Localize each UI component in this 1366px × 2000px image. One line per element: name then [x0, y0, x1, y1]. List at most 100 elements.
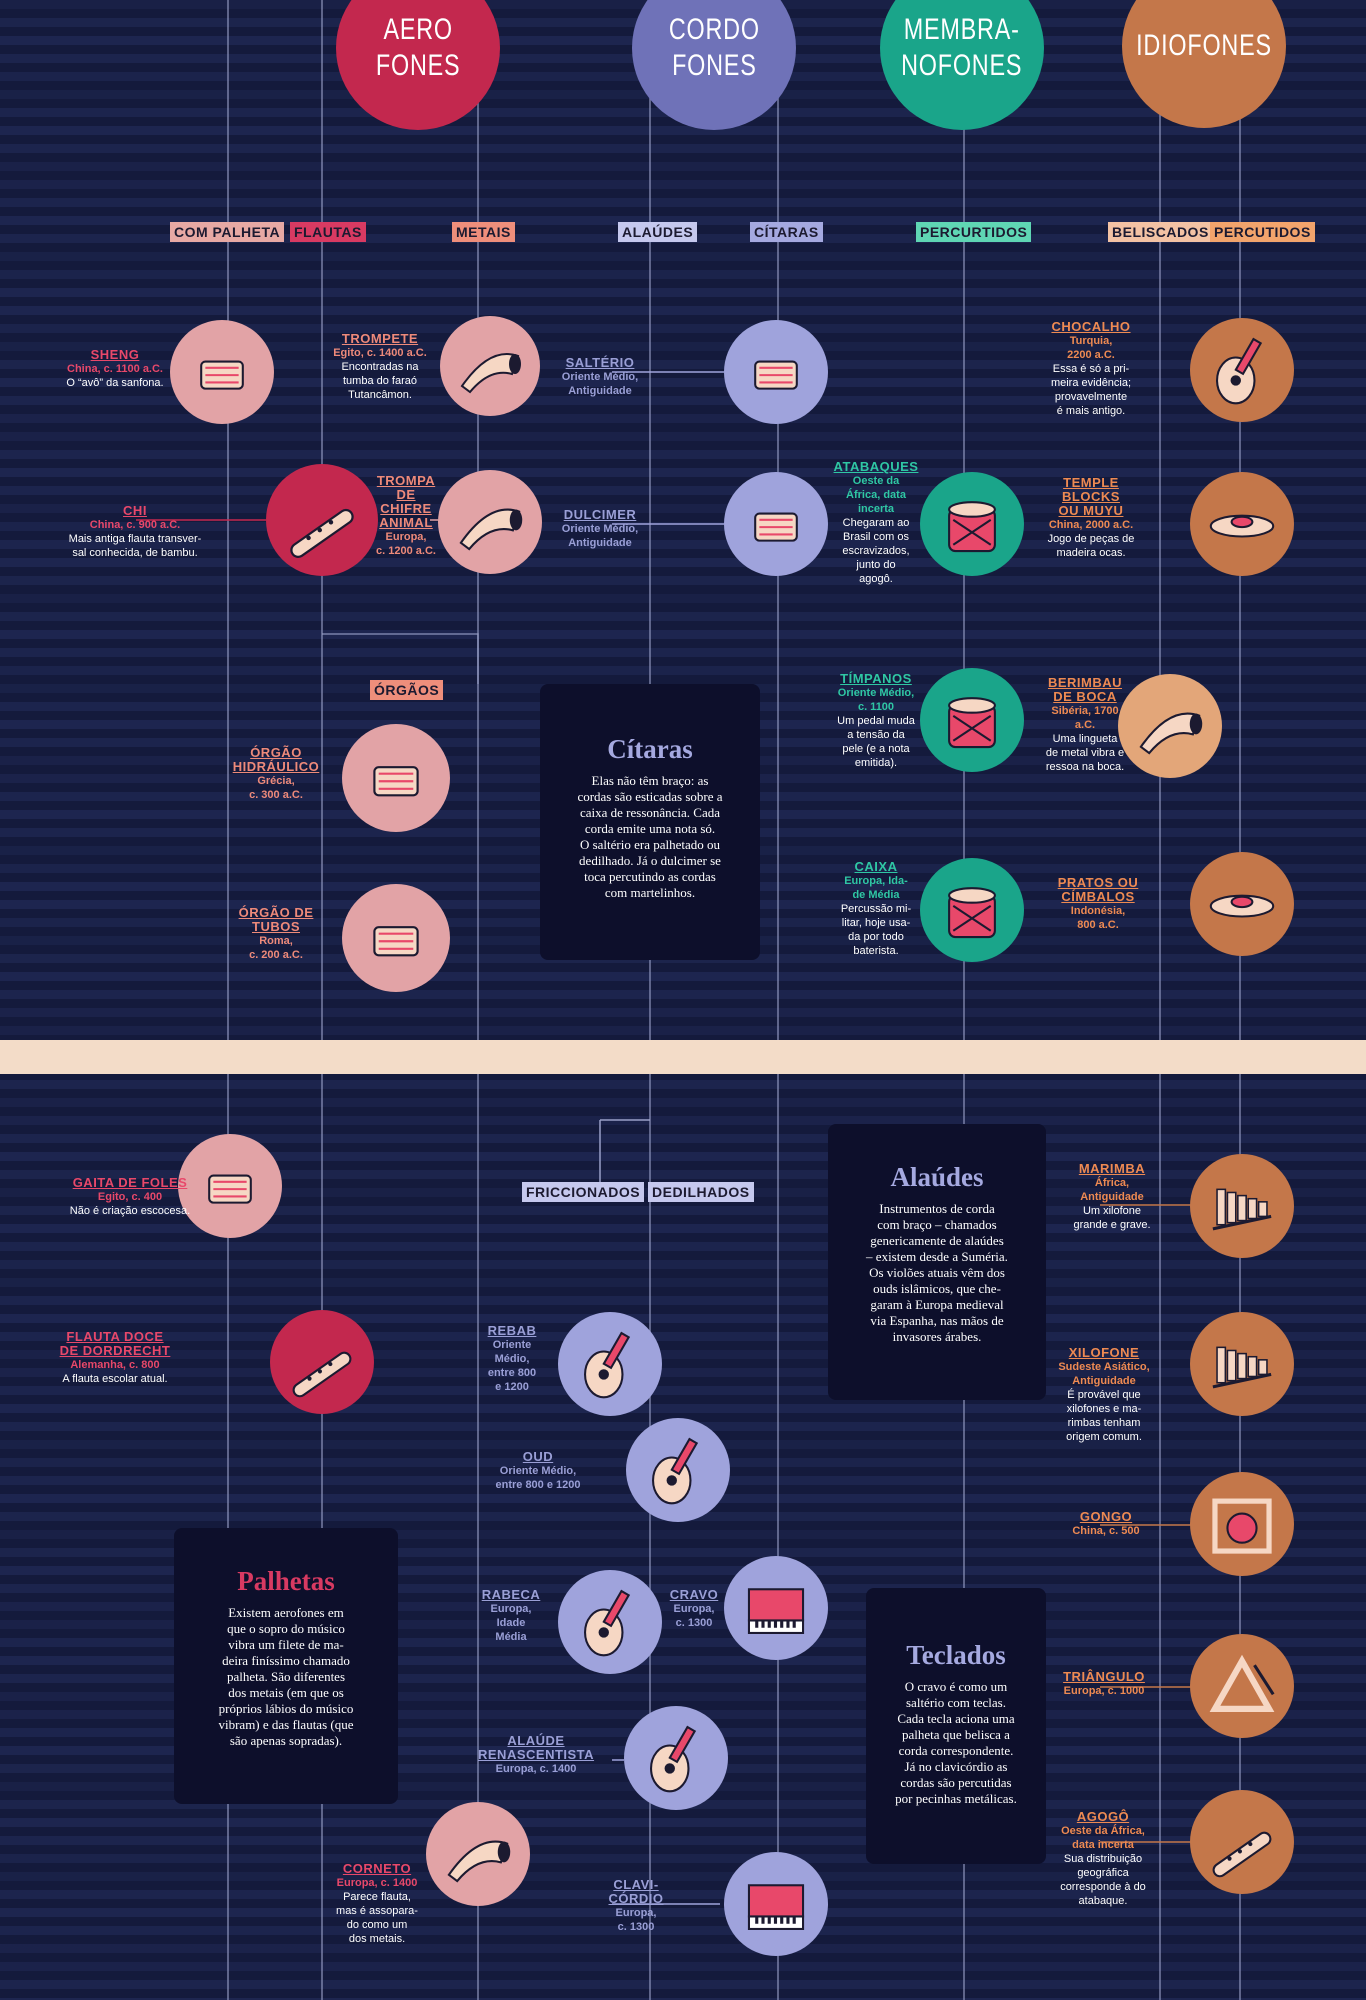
instrument-origin: Sudeste Asiático, Antiguidade	[1058, 1361, 1150, 1387]
xylophone-icon	[1190, 1312, 1294, 1416]
instrument-origin: Oriente Médio, Antiguidade	[561, 523, 639, 549]
instrument-description: Chegaram ao Brasil com os escravizados, …	[842, 517, 910, 585]
instrument-label-orgao_t: ÓRGÃO DE TUBOS Roma, c. 200 a.C.	[220, 906, 332, 962]
instrument-origin: China, c. 1100 a.C.	[67, 363, 163, 375]
tag-percurtidos: PERCURTIDOS	[916, 222, 1032, 242]
instrument-label-gongo: GONGO China, c. 500	[1056, 1510, 1156, 1538]
info-box-alaudes: Alaúdes Instrumentos de corda com braço …	[828, 1124, 1046, 1400]
instrument-name: MARIMBA	[1078, 1161, 1146, 1176]
instrument-description: Um pedal muda a tensão da pele (e a nota…	[837, 715, 915, 769]
instrument-origin: Oriente Médio, c. 1100	[837, 687, 915, 713]
instrument-name: AGOGÔ	[1076, 1809, 1130, 1824]
instrument-origin: Egito, c. 1400 a.C.	[333, 347, 427, 359]
instrument-name: TROMPA DE CHIFRE ANIMAL	[376, 473, 436, 530]
instrument-origin: Alemanha, c. 800	[70, 1359, 160, 1371]
triangle-icon	[1190, 1634, 1294, 1738]
instrument-name: CLAVI- CÓRDIO	[608, 1877, 664, 1906]
instrument-label-rabeca: RABECA Europa, Idade Média	[478, 1588, 544, 1644]
instrument-name: SHENG	[90, 347, 140, 362]
info-box-teclados: Teclados O cravo é como um saltério com …	[866, 1588, 1046, 1864]
sheng-icon	[170, 320, 274, 424]
tag-com-palheta: COM PALHETA	[170, 222, 285, 242]
instrument-name: TEMPLE BLOCKS OU MUYU	[1058, 475, 1124, 518]
horn-icon	[438, 470, 542, 574]
dulcimer-icon	[724, 472, 828, 576]
instrument-label-corneto: CORNETO Europa, c. 1400 Parece flauta, mas…	[326, 1862, 428, 1946]
instrument-origin: Indonésia, 800 a.C.	[1070, 905, 1126, 931]
instrument-origin: China, 2000 a.C.	[1048, 519, 1134, 531]
info-box-body: O cravo é como um saltério com teclas. C…	[895, 1679, 1017, 1806]
instrument-label-salterio: SALTÉRIO Oriente Médio, Antiguidade	[560, 356, 640, 398]
instrument-origin: Oriente Médio, Antiguidade	[561, 371, 639, 397]
instrument-description: Um xilofone grande e grave.	[1073, 1205, 1151, 1231]
temple-block-icon	[1190, 472, 1294, 576]
instrument-origin: Oriente Médio, entre 800 e 1200	[495, 1465, 581, 1491]
instrument-label-trompa: TROMPA DE CHIFRE ANIMAL Europa, c. 1200 a…	[362, 474, 450, 558]
instrument-description: Jogo de peças de madeira ocas.	[1047, 533, 1135, 559]
gong-icon	[1190, 1472, 1294, 1576]
instrument-label-caixa: CAIXA Europa, Ida- de Média Percussão mi- …	[826, 860, 926, 958]
tag-alaudes: ALAÚDES	[618, 222, 698, 242]
instrument-origin: Oeste da África, data incerta	[846, 475, 906, 515]
section-divider	[0, 1040, 1366, 1074]
tag-metais: METAIS	[452, 222, 515, 242]
recorder-icon	[270, 1310, 374, 1414]
info-box-title: Cítaras	[607, 734, 693, 764]
trumpet-icon	[440, 316, 540, 416]
info-box-body: Instrumentos de corda com braço – chamad…	[866, 1201, 1008, 1344]
tag-flautas: FLAUTAS	[290, 222, 366, 242]
cornett-icon	[426, 1802, 530, 1906]
tag-percutidos: PERCUTIDOS	[1210, 222, 1315, 242]
instrument-label-clavicordio: CLAVI- CÓRDIO Europa, c. 1300	[604, 1878, 668, 1934]
oud-icon	[626, 1418, 730, 1522]
instrument-label-cravo: CRAVO Europa, c. 1300	[664, 1588, 724, 1630]
jaw-harp-icon	[1118, 674, 1222, 778]
info-box-palhetas: Palhetas Existem aerofones em que o sopr…	[174, 1528, 398, 1804]
instrument-label-chi: CHI China, c. 900 a.C. Mais antiga flauta …	[40, 504, 230, 560]
harpsichord-icon	[724, 1556, 828, 1660]
instrument-name: DULCIMER	[563, 507, 637, 522]
instrument-name: ATABAQUES	[833, 459, 919, 474]
instrument-label-dulcimer: DULCIMER Oriente Médio, Antiguidade	[552, 508, 648, 550]
header-membranofones: MEMBRA- NOFONES	[880, 0, 1044, 130]
instrument-origin: Oeste da África, data incerta	[1061, 1825, 1145, 1851]
instrument-description: Parece flauta, mas é assopara- do como u…	[336, 1891, 418, 1945]
instrument-name: CHOCALHO	[1051, 319, 1131, 334]
header-cordofones: CORDO FONES	[632, 0, 796, 130]
instrument-label-berimbau: BERIMBAU DE BOCA Sibéria, 1700 a.C. Uma li…	[1030, 676, 1140, 774]
instrument-name: PRATOS OU CÍMBALOS	[1057, 875, 1139, 904]
instrument-description: Percussão mi- litar, hoje usa- da por to…	[840, 903, 912, 957]
instrument-name: CRAVO	[669, 1587, 719, 1602]
instrument-description: O “avô” da sanfona.	[66, 377, 164, 389]
instrument-description: Mais antiga flauta transver- sal conheci…	[68, 533, 202, 559]
instrument-label-xilofone: XILOFONE Sudeste Asiático, Antiguidade É p…	[1040, 1346, 1168, 1444]
snare-drum-icon	[920, 858, 1024, 962]
timpani-icon	[920, 668, 1024, 772]
instrument-name: ÓRGÃO HIDRÁULICO	[232, 745, 320, 774]
instrument-name: FLAUTA DOCE DE DORDRECHT	[59, 1329, 171, 1358]
instrument-description: Essa é só a pri- meira evidência; provav…	[1050, 363, 1132, 417]
fiddle-icon	[558, 1570, 662, 1674]
lute-icon	[624, 1706, 728, 1810]
instrument-origin: Europa, Idade Média	[490, 1603, 532, 1643]
instrument-label-sheng: SHENG China, c. 1100 a.C. O “avô” da sanfo…	[40, 348, 190, 390]
instrument-origin: Turquia, 2200 a.C.	[1067, 335, 1115, 361]
instrument-label-oud: OUD Oriente Médio, entre 800 e 1200	[486, 1450, 590, 1492]
instrument-label-pratos: PRATOS OU CÍMBALOS Indonésia, 800 a.C.	[1040, 876, 1156, 932]
instrument-name: BERIMBAU DE BOCA	[1047, 675, 1123, 704]
organ-icon	[342, 724, 450, 832]
header-idiofones: IDIOFONES	[1122, 0, 1286, 128]
atabaque-icon	[920, 472, 1024, 576]
instrument-name: TRIÂNGULO	[1063, 1669, 1145, 1684]
instrument-label-gaita: GAITA DE FOLES Egito, c. 400 Não é criação…	[40, 1176, 220, 1218]
instrument-label-timpanos: TÍMPANOS Oriente Médio, c. 1100 Um pedal m…	[826, 672, 926, 770]
instrument-label-chocalho: CHOCALHO Turquia, 2200 a.C. Essa é só a pr…	[1036, 320, 1146, 418]
info-box-citaras: Cítaras Elas não têm braço: as cordas sã…	[540, 684, 760, 960]
instrument-origin: Europa, c. 1300	[615, 1907, 657, 1933]
instrument-origin: Europa, Ida- de Média	[844, 875, 908, 901]
psaltery-icon	[724, 320, 828, 424]
rebab-icon	[558, 1312, 662, 1416]
instrument-label-flauta_doce: FLAUTA DOCE DE DORDRECHT Alemanha, c. 800…	[40, 1330, 190, 1386]
instrument-origin: Europa, c. 1400	[336, 1877, 418, 1889]
